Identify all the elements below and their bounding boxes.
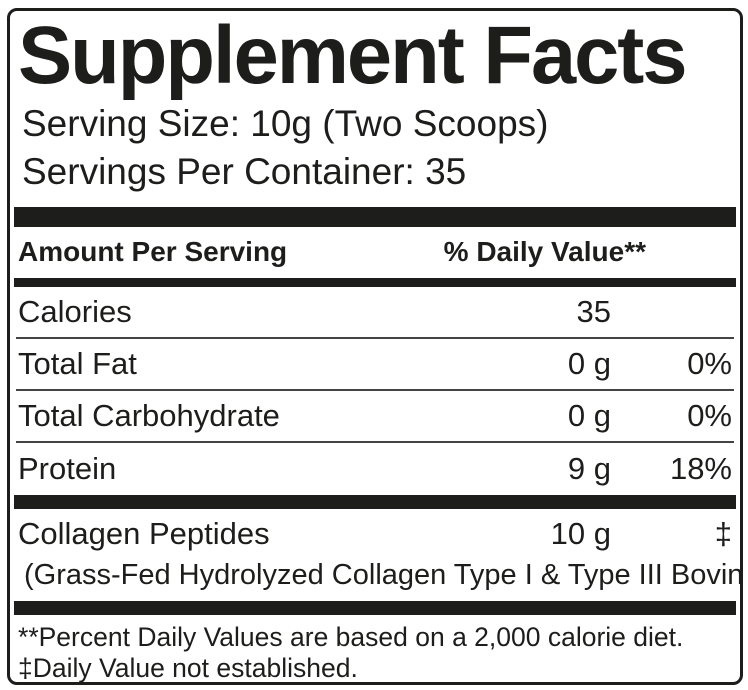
servings-per-container-line: Servings Per Container: 35 bbox=[22, 151, 467, 192]
nutrient-amount: 0 g bbox=[567, 398, 611, 434]
nutrient-name: Protein bbox=[18, 451, 117, 487]
daily-value-header: % Daily Value** bbox=[443, 236, 646, 268]
ingredient-description: (Grass-Fed Hydrolyzed Collagen Type I & … bbox=[24, 559, 743, 592]
nutrient-name: Total Carbohydrate bbox=[18, 398, 280, 434]
table-row-calories: Calories 35 bbox=[16, 287, 734, 340]
page-title: Supplement Facts bbox=[18, 10, 687, 101]
nutrient-amount: 9 g bbox=[567, 451, 611, 487]
table-row-total-carbohydrate: Total Carbohydrate 0 g 0% bbox=[16, 391, 734, 444]
ingredient-amount: 10 g bbox=[550, 516, 611, 552]
ingredient-daily-value: ‡ bbox=[714, 516, 732, 552]
nutrient-name: Total Fat bbox=[18, 346, 137, 382]
label-frame: Supplement Facts Serving Size: 10g (Two … bbox=[7, 8, 743, 685]
separator-bar-top bbox=[14, 207, 736, 228]
separator-bar-header bbox=[14, 278, 736, 288]
table-row-protein: Protein 9 g 18% bbox=[16, 443, 734, 495]
nutrient-daily-value: 0% bbox=[687, 398, 732, 434]
serving-size-line: Serving Size: 10g (Two Scoops) bbox=[22, 102, 549, 144]
table-row-total-fat: Total Fat 0 g 0% bbox=[16, 339, 734, 392]
footnote-daily-values: **Percent Daily Values are based on a 2,… bbox=[18, 621, 684, 652]
ingredient-name: Collagen Peptides bbox=[18, 516, 270, 552]
nutrient-amount: 35 bbox=[576, 294, 611, 330]
table-header-row: Amount Per Serving % Daily Value** bbox=[16, 227, 734, 278]
nutrient-amount: 0 g bbox=[567, 346, 611, 382]
table-row-collagen-peptides: Collagen Peptides 10 g ‡ bbox=[16, 511, 734, 557]
separator-bar-protein bbox=[14, 495, 736, 510]
nutrient-daily-value: 0% bbox=[687, 346, 732, 382]
separator-bar-bottom bbox=[14, 600, 736, 615]
footnotes: **Percent Daily Values are based on a 2,… bbox=[16, 615, 734, 683]
footnote-not-established: ‡Daily Value not established. bbox=[18, 652, 358, 683]
nutrient-name: Calories bbox=[18, 294, 132, 330]
amount-per-serving-header: Amount Per Serving bbox=[18, 236, 288, 268]
nutrient-daily-value: 18% bbox=[669, 451, 732, 487]
